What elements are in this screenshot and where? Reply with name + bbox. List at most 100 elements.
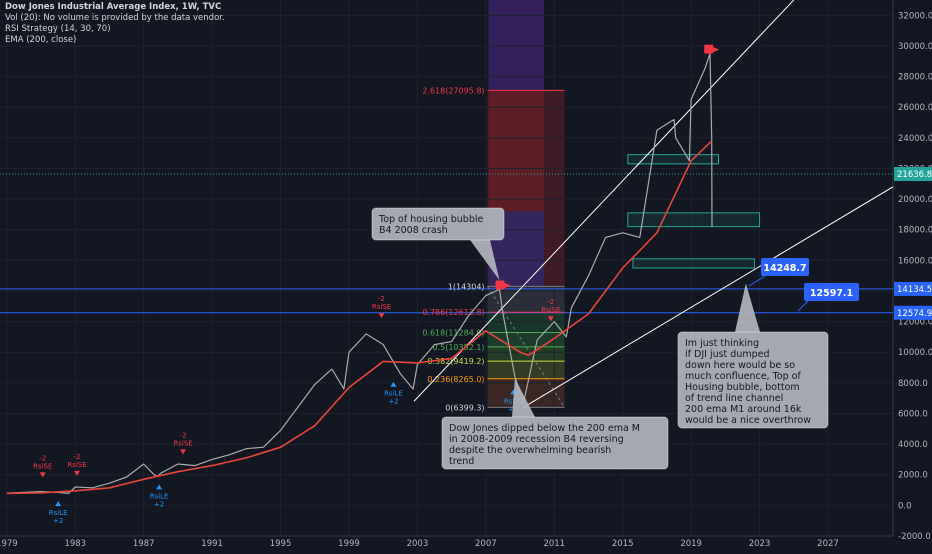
y-tick-label: 6000.0 [898, 409, 928, 419]
projection-zone [488, 90, 545, 212]
x-tick-label: 2023 [749, 539, 771, 549]
indicator-ema[interactable]: EMA (200, close) [5, 35, 77, 45]
annotation-thinking-box [677, 331, 829, 429]
signal-label: RsiLE [49, 509, 68, 517]
buy-arrow-icon [390, 381, 397, 387]
signal-label: RsiLE [384, 390, 403, 398]
y-tick-label: 12000.0 [898, 318, 932, 328]
x-tick-label: 1991 [201, 539, 223, 549]
flag-icon [712, 46, 720, 53]
fib-level-label: 1(14304) [448, 282, 485, 291]
y-tick-label: 26000.0 [898, 103, 932, 113]
price-axis-label-text: 21636.8 [897, 170, 932, 180]
x-tick-label: 2027 [817, 539, 839, 549]
signal-label: RsiSE [372, 303, 391, 311]
y-tick-label: 2000.0 [898, 471, 928, 481]
callout-label-pointer [797, 300, 809, 312]
fib-zone [487, 361, 565, 379]
indicator-rsi-strategy[interactable]: RSI Strategy (14, 30, 70) [5, 24, 111, 34]
annotation-thinking-text: if DJI just dumped [685, 349, 770, 360]
buy-arrow-icon [156, 484, 163, 490]
x-tick-label: 1979 [0, 539, 18, 549]
annotation-thinking-pointer [735, 283, 760, 332]
price-zone-box [627, 212, 761, 228]
annotation-housing-top-text: Top of housing bubble [378, 214, 483, 225]
signal-label: RsiSE [173, 439, 192, 447]
sell-arrow-icon [73, 470, 80, 476]
signal-sub-label: -2 [378, 295, 385, 303]
price-series-line [6, 53, 713, 494]
price-axis-label-text: 14134.5 [897, 285, 932, 295]
price-axis-label-box [894, 281, 932, 296]
price-axis-label-text: 12574.9 [897, 309, 932, 319]
signal-sub-label: -2 [39, 454, 46, 462]
signal-label: RsiSE [33, 462, 52, 470]
x-tick-label: 1987 [133, 539, 155, 549]
callout-label-pointer [748, 275, 766, 287]
signal-label: RsiSE [67, 461, 86, 469]
signal-label: RsiSE [541, 306, 560, 314]
price-zone-box [632, 258, 755, 269]
annotation-ema-dip-text: despite the overwhelming bearish [449, 445, 611, 456]
y-tick-label: 16000.0 [898, 256, 932, 266]
price-zone-box [627, 154, 720, 165]
y-tick-label: 30000.0 [898, 42, 932, 52]
y-tick-label: 4000.0 [898, 440, 928, 450]
y-tick-label: 32000.0 [898, 11, 932, 21]
ema-200-line [6, 140, 713, 495]
signal-sub-label: +2 [53, 517, 63, 525]
chart-title: Dow Jones Industrial Average Index, 1W, … [5, 2, 222, 12]
annotation-housing-top-box [371, 207, 505, 241]
signal-sub-label: +2 [154, 500, 164, 508]
signal-label: RsiLE [150, 492, 169, 500]
fib-level-label: 0.786(12613.8) [422, 308, 484, 317]
x-tick-label: 2007 [475, 539, 497, 549]
fib-level-label: 0(6399.3) [445, 403, 484, 412]
upper-trendline [413, 0, 795, 402]
x-tick-label: 2011 [543, 539, 565, 549]
annotation-ema-dip-text: Dow Jones dipped below the 200 ema M [449, 423, 640, 434]
x-tick-label: 1995 [270, 539, 292, 549]
annotation-thinking-text: of trend line channel [685, 393, 783, 404]
annotation-ema-dip-box [441, 416, 669, 470]
y-tick-label: 18000.0 [898, 226, 932, 236]
callout-label-text: 14248.7 [763, 263, 806, 274]
buy-arrow-icon [55, 501, 62, 507]
y-tick-label: 10000.0 [898, 348, 932, 358]
annotation-ema-dip-text: in 2008-2009 recession B4 reversing [449, 434, 624, 445]
signal-sub-label: +2 [388, 398, 398, 406]
x-tick-label: 2019 [680, 539, 702, 549]
annotation-ema-dip-text: trend [449, 456, 474, 467]
sell-arrow-icon [547, 316, 554, 322]
annotation-thinking-text: down here would be so [685, 360, 795, 371]
callout-label-box [761, 258, 809, 276]
annotation-housing-top-pointer [470, 240, 500, 281]
x-tick-label: 2015 [612, 539, 634, 549]
x-tick-label: 1983 [64, 539, 86, 549]
y-tick-label: -2000.0 [898, 532, 931, 542]
top-marker-icon [495, 280, 505, 290]
y-tick-label: 0.0 [898, 501, 912, 511]
top-marker-icon [704, 44, 714, 54]
price-axis-label-box [894, 167, 932, 182]
lower-trendline [523, 186, 894, 408]
fib-level-label: 2.618(27095.8) [422, 86, 484, 95]
annotation-thinking-text: would be a nice overthrow [685, 415, 811, 426]
callout-label-text: 12597.1 [810, 288, 853, 299]
callout-label-box [804, 283, 859, 301]
sell-arrow-icon [378, 313, 385, 319]
indicator-volume[interactable]: Vol (20): No volume is provided by the d… [5, 13, 225, 23]
x-tick-label: 1999 [338, 539, 360, 549]
annotation-thinking-text: 200 ema M1 around 16k [685, 404, 802, 415]
annotation-ema-dip-pointer [512, 378, 535, 417]
signal-sub-label: -2 [180, 431, 187, 439]
annotation-thinking-text: much confluence, Top of [685, 371, 801, 382]
y-tick-label: 8000.0 [898, 379, 928, 389]
annotation-thinking-text: Im just thinking [685, 338, 759, 349]
fib-level-label: 0.5(10352.1) [433, 343, 485, 352]
fib-level-label: 0.382(9419.2) [427, 357, 484, 366]
signal-sub-label: -2 [73, 453, 80, 461]
flag-icon [503, 282, 511, 289]
